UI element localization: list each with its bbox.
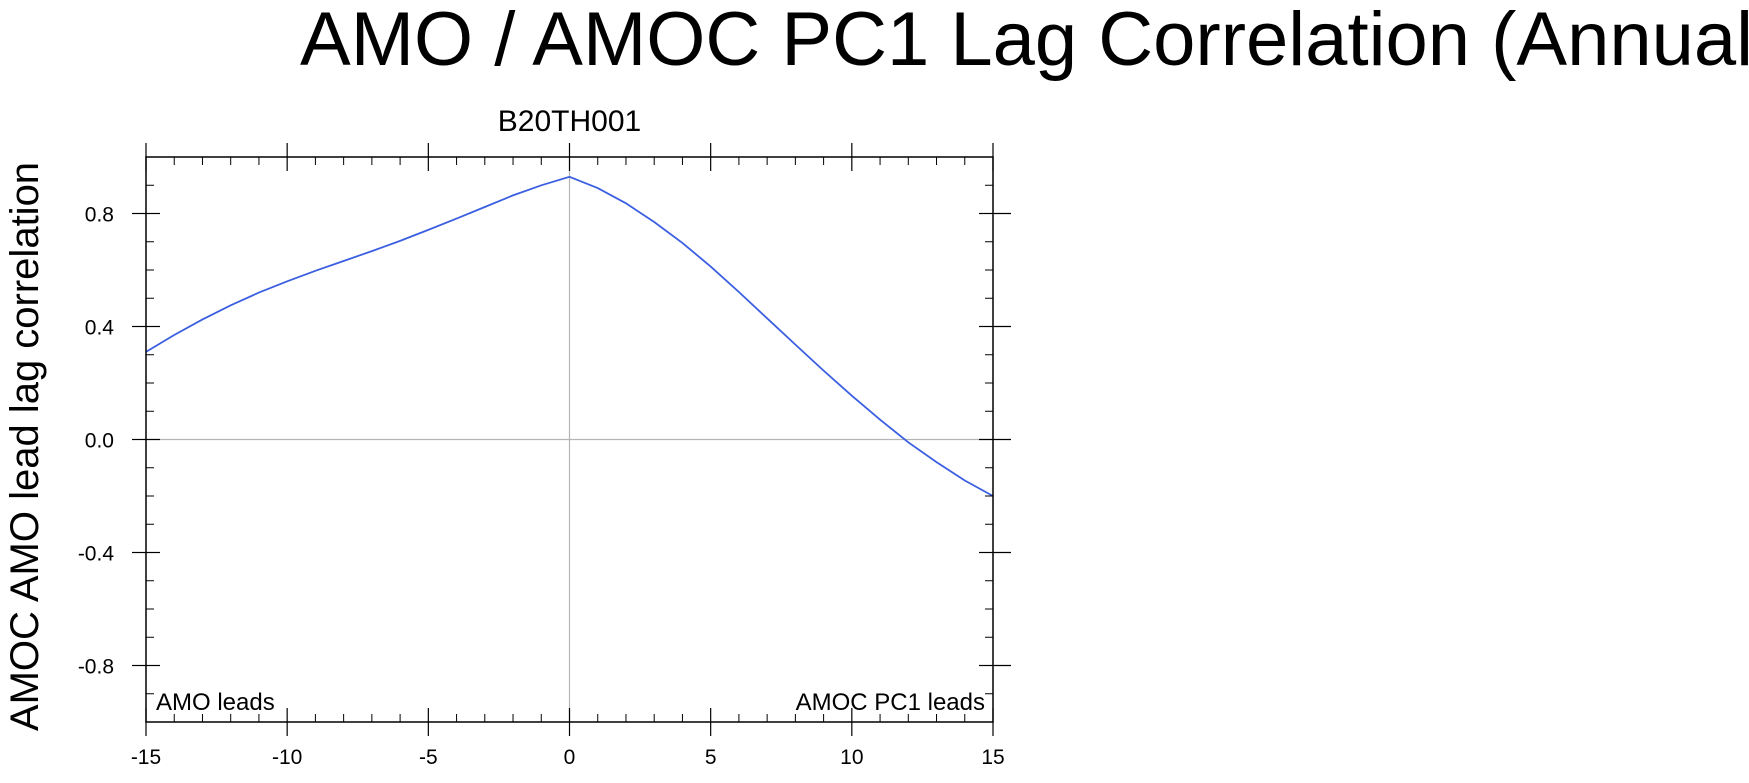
figure-title: AMO / AMOC PC1 Lag Correlation (Annual) xyxy=(300,0,1749,82)
y-tick-label: 0.8 xyxy=(85,204,114,227)
axis-labels: -15 -10 -5 0 5 10 15 -0.8 -0.4 0.0 0.4 0.8 xyxy=(78,204,1005,770)
annotation-amoc-leads: AMOC PC1 leads xyxy=(796,689,985,716)
reference-lines xyxy=(146,157,993,722)
y-axis-title: AMOC AMO lead lag correlation xyxy=(3,162,47,731)
x-tick-label: -15 xyxy=(131,746,161,769)
series-layer xyxy=(145,175,994,497)
x-tick-label: 15 xyxy=(981,746,1004,769)
y-tick-label: -0.8 xyxy=(78,656,114,679)
x-tick-label: 0 xyxy=(564,746,576,769)
x-tick-label: -5 xyxy=(419,746,438,769)
x-tick-label: -10 xyxy=(272,746,302,769)
x-tick-label: 10 xyxy=(840,746,863,769)
y-tick-label: 0.0 xyxy=(85,430,114,453)
x-tick-label: 5 xyxy=(705,746,717,769)
axis-ticks xyxy=(132,143,1011,736)
annotation-amo-leads: AMO leads xyxy=(156,689,275,716)
panel-title: B20TH001 xyxy=(498,105,641,138)
y-tick-label: -0.4 xyxy=(78,543,115,566)
y-tick-label: 0.4 xyxy=(85,317,115,340)
series-line-1 xyxy=(145,175,994,497)
